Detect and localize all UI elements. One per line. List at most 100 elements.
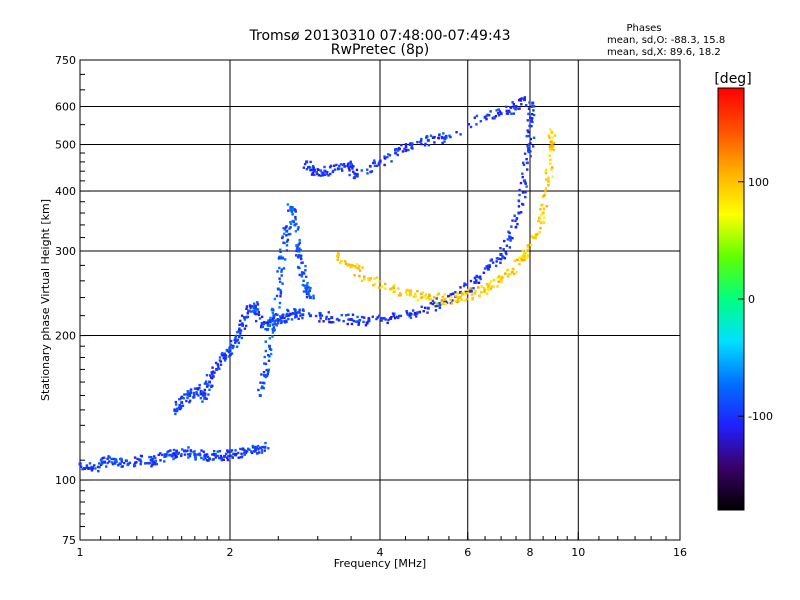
data-point [537,232,540,235]
data-point [469,125,473,129]
data-point [388,154,392,157]
data-point [113,461,117,464]
data-point [261,381,265,384]
data-point [479,295,482,298]
data-point [505,252,508,256]
data-point [485,292,489,295]
data-point [518,107,521,110]
data-point [238,334,241,338]
data-point [486,267,490,271]
data-point [458,290,462,294]
data-point [505,109,508,113]
data-point [254,307,257,310]
data-point [126,463,129,467]
data-point [426,311,429,314]
data-point [308,314,312,318]
data-point [296,228,300,231]
data-point [525,185,528,188]
data-point [426,306,430,310]
data-point [395,147,398,151]
data-point [227,355,231,358]
data-point [356,320,359,323]
data-point [470,290,473,293]
data-point [219,454,223,458]
data-point [436,293,439,297]
data-point [529,142,532,145]
data-point [308,289,311,293]
data-point [530,113,534,116]
data-point [341,169,344,172]
data-point [404,149,407,153]
data-point [286,203,290,206]
data-point [243,316,246,319]
data-point [260,324,263,328]
data-point [121,465,124,468]
data-point [200,449,203,452]
data-point [438,133,441,136]
data-point [528,101,531,104]
data-point [153,462,156,465]
data-point [539,221,542,224]
data-point [254,319,258,323]
data-point [241,323,245,327]
data-point [392,286,396,290]
data-point [508,246,512,249]
data-point [510,112,513,115]
data-point [212,453,216,456]
data-point [230,449,234,452]
data-point [272,314,276,318]
data-point [516,258,519,262]
data-point [340,167,343,170]
data-point [147,462,151,465]
data-point [526,254,530,257]
data-point [549,149,552,152]
data-point [506,268,510,271]
data-point [449,135,452,139]
data-point [411,147,414,150]
data-point [486,264,490,268]
data-point [299,256,302,259]
data-point [287,209,290,212]
x-tick-label: 16 [673,546,687,559]
data-point [411,142,414,145]
data-point [501,276,504,279]
data-point [263,355,266,359]
data-point [139,462,142,466]
data-point [139,460,143,463]
data-point [281,314,285,317]
data-point [195,391,198,394]
data-point [196,453,200,456]
data-point [518,256,521,259]
data-point [119,457,123,460]
data-point [88,462,92,465]
data-point [503,257,507,260]
data-point [309,160,312,164]
data-point [506,273,509,276]
data-point [340,313,343,317]
data-point [418,310,421,314]
data-point [414,315,418,318]
data-point [187,446,190,449]
data-point [390,315,393,319]
data-point [343,260,347,263]
data-point [416,140,419,144]
data-point [459,286,462,289]
data-point [337,252,340,255]
stats-o-line: mean, sd,O: -88.3, 15.8 [607,35,725,46]
data-point [286,238,290,242]
data-point [308,296,312,300]
data-point [486,285,490,289]
data-point [500,280,503,284]
data-point [373,161,376,164]
data-point [291,213,294,216]
data-point [383,156,386,160]
data-point [488,282,491,285]
data-point [389,287,393,291]
data-point [278,306,281,309]
data-point [504,272,507,275]
data-point [304,269,307,272]
data-point [218,449,222,453]
data-point [294,218,297,221]
data-point [172,457,175,461]
data-point [495,260,498,263]
